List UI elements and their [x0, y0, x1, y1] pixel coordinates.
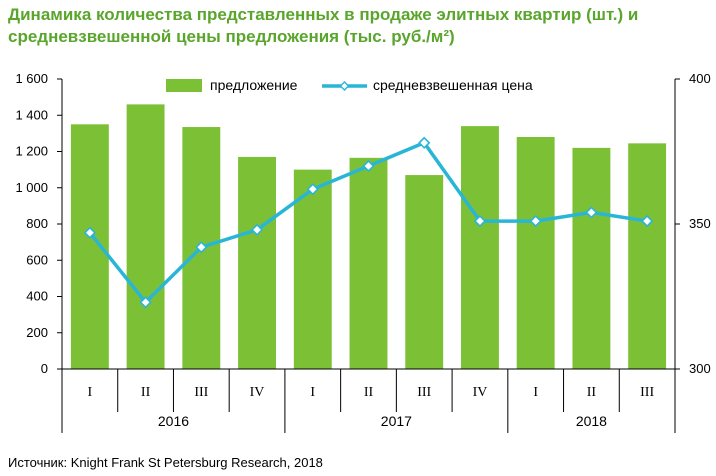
bar: [238, 156, 276, 369]
bar: [349, 157, 388, 369]
legend-bar-swatch: [166, 79, 202, 92]
left-tick-label: 600: [26, 252, 48, 267]
left-tick-label: 800: [26, 216, 48, 231]
left-tick-label: 400: [26, 289, 48, 304]
quarter-label: III: [194, 385, 208, 400]
left-tick-label: 1 200: [15, 144, 48, 159]
price-marker: [641, 214, 654, 228]
year-label: 2018: [576, 413, 607, 429]
price-marker: [473, 214, 487, 228]
price-marker: [195, 241, 208, 254]
price-marker: [529, 214, 542, 228]
legend-line-marker: [339, 81, 350, 91]
bar: [405, 175, 444, 369]
price-marker: [306, 183, 319, 196]
source-note: Источник: Knight Frank St Petersburg Res…: [8, 455, 323, 470]
bar: [461, 126, 499, 369]
bar: [516, 137, 555, 369]
price-marker: [83, 226, 96, 239]
left-tick-label: 200: [26, 325, 48, 340]
quarter-label: III: [640, 385, 654, 400]
right-tick-label: 300: [689, 361, 711, 376]
left-y-axis: 0 200 400 600 800 1 000 1 200 1 400 1 600: [15, 71, 63, 376]
bar: [628, 143, 667, 369]
right-tick-label: 400: [689, 71, 711, 86]
price-marker: [250, 223, 264, 236]
bar: [126, 104, 165, 369]
bar-series: [70, 104, 667, 369]
quarter-label: I: [88, 385, 93, 400]
price-marker: [585, 206, 598, 219]
quarter-label: I: [533, 385, 538, 400]
bar: [572, 147, 611, 369]
left-tick-label: 1 400: [15, 107, 48, 122]
left-tick-label: 1 000: [15, 180, 48, 195]
quarter-label: III: [417, 385, 431, 400]
chart-title: Динамика количества представленных в про…: [8, 4, 708, 48]
price-marker: [418, 136, 431, 149]
left-tick-label: 0: [41, 361, 48, 376]
right-y-axis: 300 350 400: [674, 71, 711, 376]
legend-line-label: средневзвешенная цена: [373, 77, 533, 93]
price-marker: [139, 296, 152, 309]
price-marker: [362, 159, 375, 173]
quarter-label: II: [364, 385, 374, 400]
line-series: [83, 136, 654, 309]
quarter-label: IV: [473, 385, 488, 400]
year-label: 2017: [381, 413, 412, 429]
quarter-label: I: [310, 385, 315, 400]
quarter-label: II: [141, 385, 151, 400]
legend-bar-label: предложение: [210, 77, 298, 93]
left-tick-label: 1 600: [15, 71, 48, 86]
quarter-label: IV: [250, 385, 265, 400]
year-label: 2016: [158, 413, 189, 429]
chart-title-line-1: Динамика количества представленных в про…: [8, 5, 639, 24]
bar: [293, 169, 332, 369]
right-tick-label: 350: [689, 216, 711, 231]
chart-title-line-2: средневзвешенной цены предложения (тыс. …: [8, 27, 455, 46]
quarter-label: II: [587, 385, 597, 400]
legend: предложение средневзвешенная цена: [166, 77, 533, 93]
